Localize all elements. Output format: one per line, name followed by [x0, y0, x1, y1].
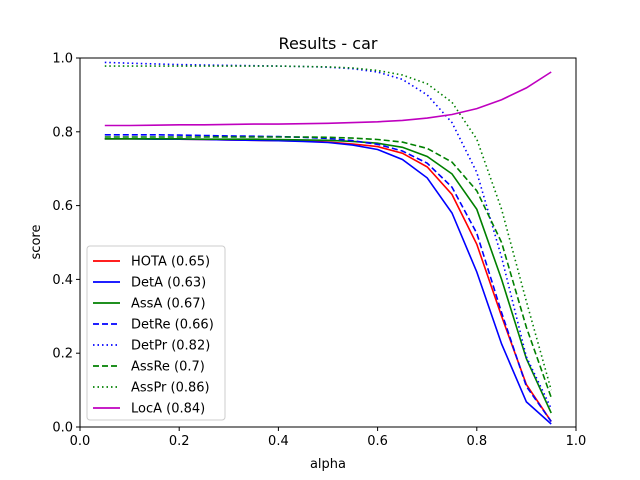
- legend-frame: [86, 245, 226, 421]
- legend-items: HOTA (0.65) DetA (0.63) AssA (0.67) DetRe (…: [93, 255, 214, 417]
- tick-layer: 0.0 0.2 0.4 0.6 0.8 1.0 0.0 0.2 0.4 0.6 0.8 1.0: [52, 52, 586, 450]
- legend-label-4: DetPr (0.82): [131, 339, 210, 354]
- legend-label-2: AssA (0.67): [131, 297, 206, 312]
- x-tick-label: 0.6: [367, 434, 388, 449]
- legend-label-5: AssRe (0.7): [131, 360, 205, 375]
- y-tick-label: 0.8: [52, 125, 73, 140]
- legend: HOTA (0.65) DetA (0.63) AssA (0.67) DetRe (…: [86, 245, 226, 421]
- legend-label-6: AssPr (0.86): [131, 381, 210, 396]
- y-tick-label: 0.0: [52, 421, 73, 436]
- x-tick-label: 0.4: [268, 434, 289, 449]
- series-line-5: [104, 136, 552, 398]
- series-line-7: [104, 71, 552, 127]
- x-tick-label: 0.0: [70, 434, 91, 449]
- y-tick-label: 1.0: [52, 52, 73, 67]
- y-tick-label: 0.6: [52, 199, 73, 214]
- y-tick-label: 0.4: [52, 273, 73, 288]
- series-layer: [104, 61, 552, 425]
- x-tick-label: 1.0: [566, 434, 587, 449]
- chart-title: Results - car: [279, 34, 378, 53]
- x-tick-label: 0.8: [466, 434, 487, 449]
- x-tick-label: 0.2: [169, 434, 190, 449]
- y-tick-label: 0.2: [52, 347, 73, 362]
- y-axis-label: score: [29, 225, 44, 260]
- x-axis-label: alpha: [310, 457, 346, 472]
- legend-label-1: DetA (0.63): [131, 276, 206, 291]
- legend-label-0: HOTA (0.65): [131, 255, 210, 270]
- series-line-3: [104, 134, 552, 422]
- series-line-2: [104, 138, 552, 414]
- legend-label-7: LocA (0.84): [131, 402, 205, 417]
- legend-label-3: DetRe (0.66): [131, 318, 214, 333]
- plot-frame: [79, 57, 577, 428]
